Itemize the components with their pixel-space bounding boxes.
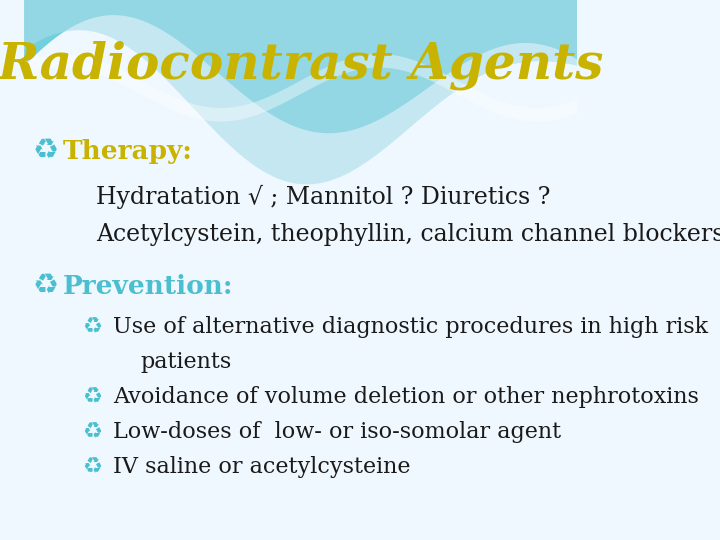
PathPatch shape [24, 0, 577, 133]
Text: Use of alternative diagnostic procedures in high risk: Use of alternative diagnostic procedures… [112, 316, 708, 338]
Text: Hydratation √ ; Mannitol ? Diuretics ?: Hydratation √ ; Mannitol ? Diuretics ? [96, 185, 550, 209]
Text: ♻: ♻ [32, 272, 58, 300]
PathPatch shape [24, 54, 577, 122]
Text: ♻: ♻ [82, 457, 102, 477]
Text: Prevention:: Prevention: [63, 274, 233, 299]
Text: Radiocontrast Agents: Radiocontrast Agents [0, 40, 604, 90]
Text: ♻: ♻ [32, 137, 58, 165]
PathPatch shape [24, 0, 577, 184]
Text: ♻: ♻ [82, 316, 102, 337]
Text: Therapy:: Therapy: [63, 139, 193, 164]
Text: ♻: ♻ [82, 422, 102, 442]
Text: IV saline or acetylcysteine: IV saline or acetylcysteine [112, 456, 410, 478]
Text: Low-doses of  low- or iso-somolar agent: Low-doses of low- or iso-somolar agent [112, 421, 561, 443]
Text: Avoidance of volume deletion or other nephrotoxins: Avoidance of volume deletion or other ne… [112, 386, 698, 408]
Text: patients: patients [140, 351, 232, 373]
Text: Acetylcystein, theophyllin, calcium channel blockers: Acetylcystein, theophyllin, calcium chan… [96, 224, 720, 246]
Text: ♻: ♻ [82, 387, 102, 407]
